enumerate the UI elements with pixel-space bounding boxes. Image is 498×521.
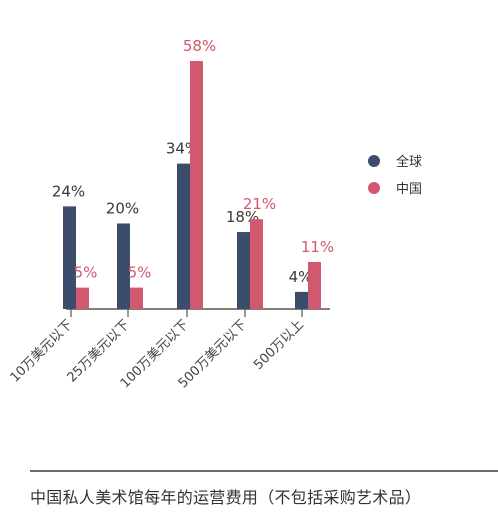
bar-china: [76, 287, 89, 309]
bar-china: [250, 219, 263, 309]
data-label-global: 24%: [52, 182, 85, 200]
legend-marker-china: [368, 182, 380, 194]
bar-global: [295, 291, 308, 309]
data-label-china: 5%: [74, 264, 98, 282]
bar-china: [308, 261, 321, 309]
bar-global: [237, 232, 250, 309]
legend-label-global: 全球: [396, 154, 422, 170]
legend-marker-global: [368, 155, 380, 167]
data-label-china: 58%: [183, 37, 216, 55]
bar-global: [177, 163, 190, 309]
bar-global: [63, 206, 76, 309]
caption-divider: [30, 470, 498, 472]
chart-caption: 中国私人美术馆每年的运营费用（不包括采购艺术品）: [30, 488, 422, 507]
data-label-global: 20%: [106, 199, 139, 217]
bar-china: [130, 287, 143, 309]
bar-china: [190, 61, 203, 309]
legend-label-china: 中国: [396, 182, 422, 197]
bar-chart: 24%5%10万美元以下20%5%25万美元以下34%58%100万美元以下18…: [8, 37, 422, 391]
x-axis-tick-label: 500万以上: [251, 317, 307, 373]
data-label-global: 4%: [289, 268, 313, 286]
data-label-china: 21%: [243, 195, 276, 213]
data-label-china: 11%: [301, 238, 334, 256]
data-label-china: 5%: [128, 264, 152, 282]
bar-global: [117, 223, 130, 309]
